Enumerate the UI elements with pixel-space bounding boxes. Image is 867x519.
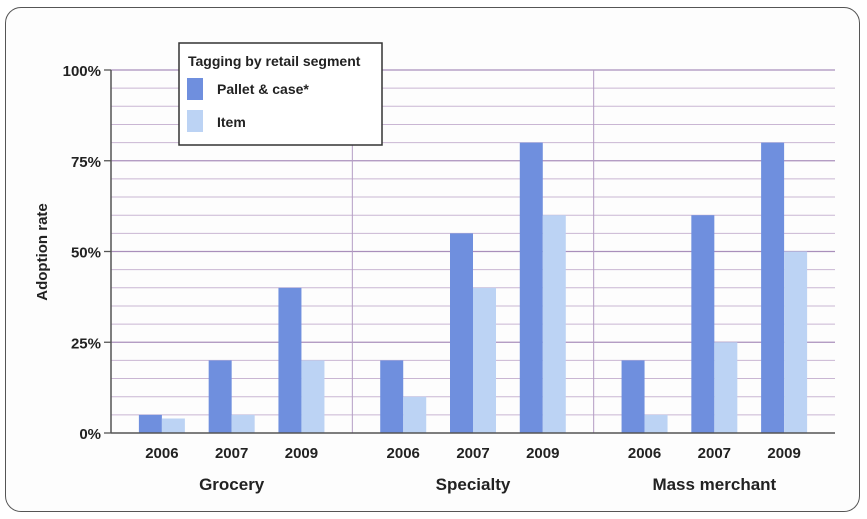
bar-grocery-2009-pallet-case — [278, 287, 302, 433]
bar-grocery-2007-item — [231, 414, 255, 433]
bar-grocery-2006-pallet-case — [138, 414, 162, 433]
bar-specialty-2007-item — [473, 287, 496, 433]
y-tick-label: 75% — [71, 154, 101, 171]
bar-grocery-2007-pallet-case — [208, 360, 232, 433]
group-label-grocery: Grocery — [199, 475, 265, 494]
labels: 2006 2007 2009 Grocery 2006 2007 2009 Specialty… — [63, 63, 801, 494]
x-tick-label: 2009 — [767, 445, 800, 462]
group-label-specialty: Specialty — [436, 475, 511, 494]
bar-grocery-2006-item — [161, 418, 185, 433]
y-tick-label: 100% — [63, 63, 101, 80]
bar-grocery-2009-item — [301, 360, 325, 433]
bars — [138, 142, 808, 433]
x-tick-label: 2009 — [285, 445, 318, 462]
bar-specialty-2009-item — [542, 215, 566, 433]
bar-mass-merchant-2006-item — [644, 414, 668, 433]
bar-specialty-2006-pallet-case — [380, 360, 404, 433]
x-tick-label: 2007 — [215, 445, 248, 462]
y-tick-label: 0% — [79, 426, 101, 443]
bar-mass-merchant-2009-pallet-case — [761, 142, 785, 433]
bar-mass-merchant-2009-item — [784, 251, 808, 433]
bar-specialty-2006-item — [403, 396, 427, 433]
legend-box — [178, 42, 383, 146]
bar-specialty-2009-pallet-case — [519, 142, 543, 433]
axes — [104, 69, 835, 434]
legend-swatch-pallet — [187, 78, 203, 100]
legend-swatch-item — [187, 110, 203, 132]
y-tick-label: 25% — [71, 335, 101, 352]
x-tick-label: 2006 — [628, 445, 661, 462]
bar-mass-merchant-2006-pallet-case — [621, 360, 645, 433]
legend: Tagging by retail segment Pallet & case*… — [178, 42, 383, 146]
x-tick-label: 2007 — [698, 445, 731, 462]
legend-label-item: Item — [217, 114, 246, 130]
x-tick-label: 2006 — [387, 445, 420, 462]
legend-title: Tagging by retail segment — [188, 53, 361, 69]
x-tick-label: 2009 — [526, 445, 559, 462]
y-tick-label: 50% — [71, 245, 101, 262]
x-tick-label: 2006 — [145, 445, 178, 462]
bar-mass-merchant-2007-item — [714, 342, 738, 433]
group-label-mass-merchant: Mass merchant — [652, 475, 776, 494]
y-axis-label: Adoption rate — [34, 203, 51, 301]
bar-specialty-2007-pallet-case — [450, 233, 473, 433]
x-tick-label: 2007 — [456, 445, 489, 462]
legend-label-pallet: Pallet & case* — [217, 81, 309, 97]
bar-mass-merchant-2007-pallet-case — [691, 215, 715, 433]
